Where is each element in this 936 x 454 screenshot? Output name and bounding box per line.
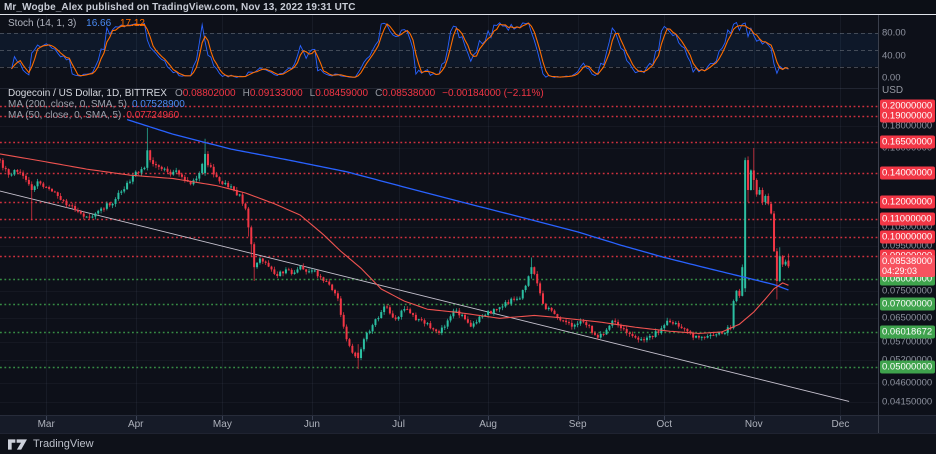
ma50-label: MA (50, close, 0, SMA, 5) <box>8 110 122 121</box>
month-label-jul: Jul <box>392 419 405 430</box>
price-level-label[interactable]: 0.19000000 <box>880 109 935 123</box>
current-price-label[interactable]: 0.08538000 04:29:03 <box>880 255 935 278</box>
ohlc-item-c: C0.08538000 <box>375 88 436 99</box>
attribution-bar: Mr_Wogbe_Alex published on TradingView.c… <box>0 0 936 15</box>
price-level-label[interactable]: 0.07000000 <box>880 297 935 311</box>
symbol-title: Dogecoin / US Dollar, 1D, BITTREX <box>8 88 167 99</box>
price-level-label[interactable]: 0.10000000 <box>880 230 935 244</box>
month-tick <box>222 416 223 420</box>
stoch-legend-label: Stoch (14, 1, 3) <box>8 18 77 29</box>
month-label-oct: Oct <box>656 419 673 430</box>
month-tick <box>399 416 400 420</box>
price-tick-label: 0.10500000 <box>882 221 933 233</box>
stoch-legend[interactable]: Stoch (14, 1, 3) 16.66 17.12 <box>8 18 145 29</box>
month-tick <box>46 416 47 420</box>
time-axis[interactable]: Mar Apr May Jun Jul Aug Sep Oct Nov Dec <box>0 415 936 433</box>
price-axis[interactable]: USD 0.20000000 0.19000000 0.18000000 0.1650… <box>878 15 936 433</box>
month-label-nov: Nov <box>744 419 763 430</box>
month-label-apr: Apr <box>127 419 144 430</box>
branding-bar: TradingView <box>0 433 936 454</box>
month-label-mar: Mar <box>37 419 55 430</box>
month-tick <box>578 416 579 420</box>
month-label-aug: Aug <box>479 419 497 430</box>
ohlc-item-l: L0.08459000 <box>309 88 369 99</box>
month-tick <box>136 416 137 420</box>
month-tick <box>488 416 489 420</box>
ohlc-values: O0.08802000 H0.09133000 L0.08459000 C0.0853… <box>175 88 442 99</box>
ma200-label: MA (200, close, 0, SMA, 5) <box>8 99 127 110</box>
stoch-tick-label: 40.00 <box>882 50 906 61</box>
month-label-may: May <box>212 419 232 430</box>
ma50-legend-row[interactable]: MA (50, close, 0, SMA, 5) 0.07724960 <box>8 110 544 121</box>
price-tick-label: 0.18000000 <box>882 120 933 132</box>
price-tick-label: 0.05200000 <box>882 354 932 365</box>
ma200-value: 0.07528900 <box>131 99 185 110</box>
change-value: −0.00184000 (−2.11%) <box>442 88 544 99</box>
ma50-value: 0.07724960 <box>126 110 180 121</box>
currency-label: USD <box>882 85 904 96</box>
price-legend: Dogecoin / US Dollar, 1D, BITTREX O0.088… <box>8 88 544 121</box>
price-level-label[interactable]: 0.05000000 <box>880 360 935 374</box>
price-tick-label: 0.07500000 <box>882 285 933 297</box>
ohlc-item-o: O0.08802000 <box>174 88 236 99</box>
month-tick <box>754 416 755 420</box>
price-level-label[interactable]: 0.14000000 <box>880 166 935 180</box>
month-label-jun: Jun <box>303 419 320 430</box>
price-tick-label: 0.04600000 <box>882 377 933 389</box>
price-tick-label: 0.09500000 <box>882 240 933 252</box>
price-tick-label: 0.04150000 <box>882 396 933 408</box>
attribution-text: Mr_Wogbe_Alex published on TradingView.c… <box>4 1 356 13</box>
tradingview-brand-text[interactable]: TradingView <box>33 438 94 450</box>
stoch-tick-label: 80.00 <box>882 27 906 39</box>
tradingview-logo-icon[interactable] <box>8 438 27 450</box>
month-label-sep: Sep <box>568 419 587 430</box>
month-tick <box>312 416 313 420</box>
ma200-legend-row[interactable]: MA (200, close, 0, SMA, 5) 0.07528900 <box>8 99 544 110</box>
month-tick <box>664 416 665 420</box>
stoch-k-value: 16.66 <box>86 18 112 29</box>
price-level-label[interactable]: 0.06018672 <box>880 325 935 339</box>
month-label-dec: Dec <box>831 419 850 430</box>
price-level-label[interactable]: 0.16500000 <box>880 135 935 149</box>
ohlc-item-h: H0.09133000 <box>242 88 303 99</box>
price-tick-label: 0.06500000 <box>882 312 933 324</box>
countdown-timer: 04:29:03 <box>882 266 918 277</box>
price-level-label[interactable]: 0.12000000 <box>880 195 935 209</box>
price-tick-label: 0.05700000 <box>882 336 933 348</box>
symbol-legend-row[interactable]: Dogecoin / US Dollar, 1D, BITTREX O0.088… <box>8 88 544 99</box>
price-level-label[interactable]: 0.11000000 <box>880 212 935 226</box>
month-tick <box>840 416 841 420</box>
stoch-d-value: 17.12 <box>119 18 145 29</box>
stoch-tick-label: 0.00 <box>882 72 901 84</box>
